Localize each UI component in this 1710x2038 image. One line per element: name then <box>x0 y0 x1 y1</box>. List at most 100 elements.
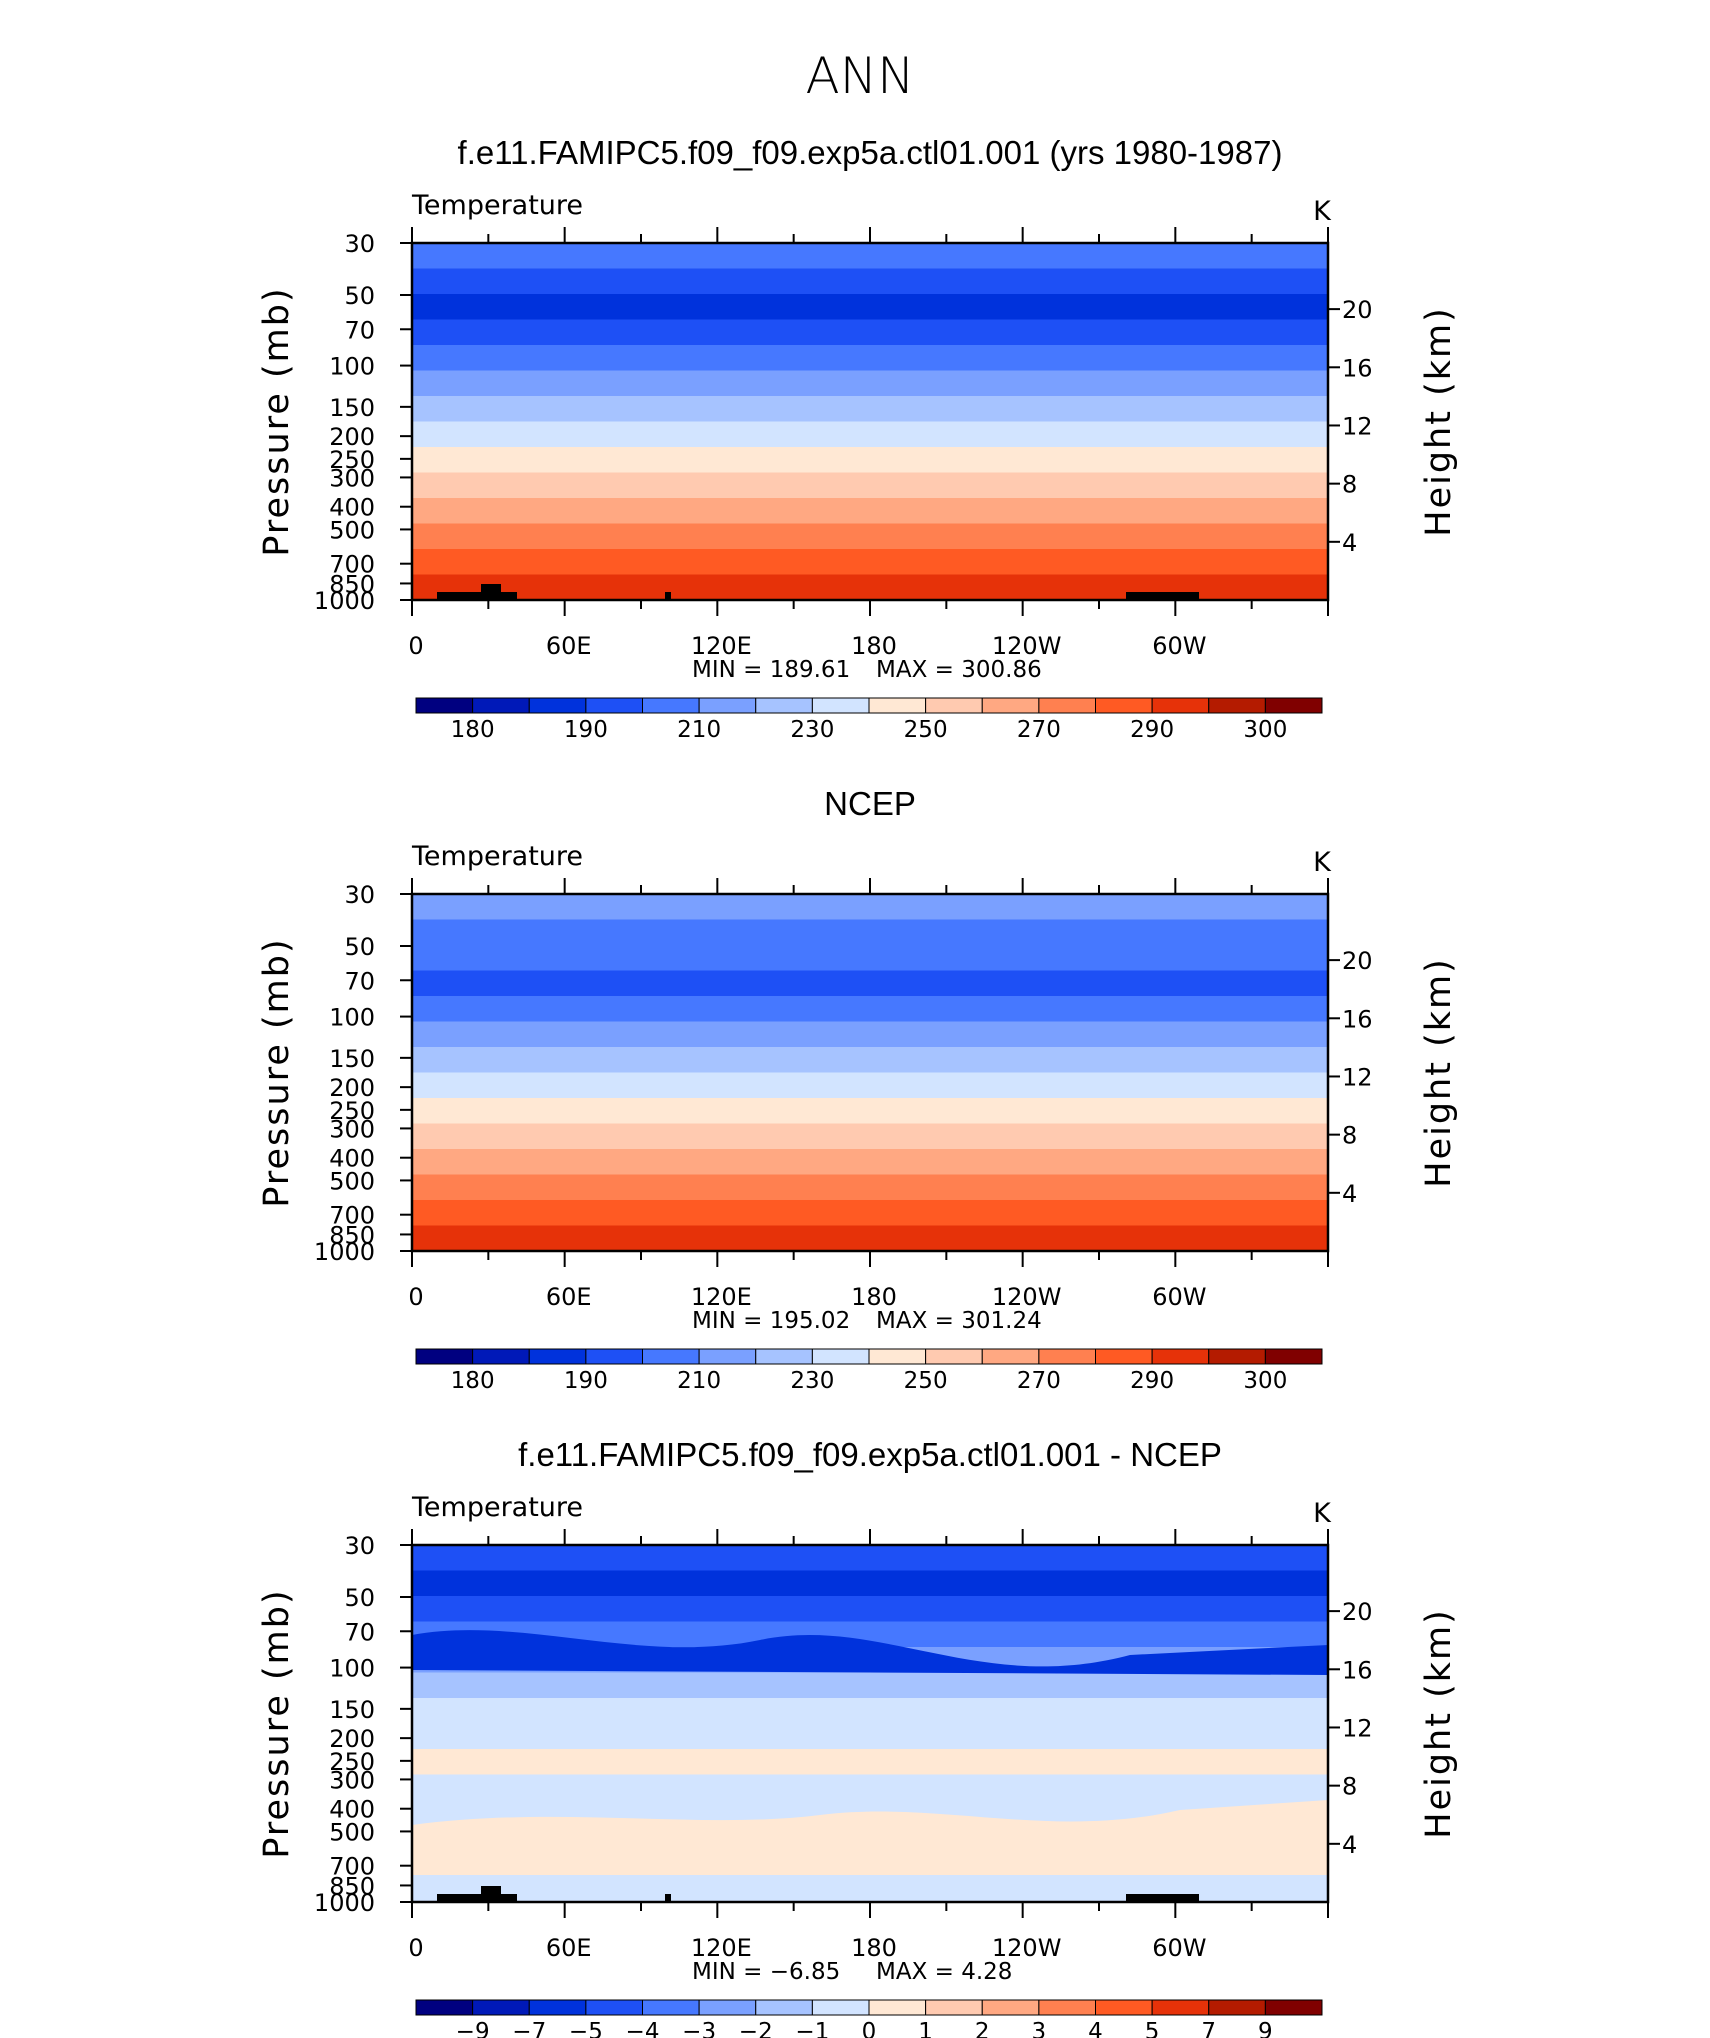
x-tick-label: 0 <box>408 1283 423 1311</box>
terrain-block <box>1126 1894 1199 1902</box>
colorbar-box <box>1038 1999 1096 2016</box>
colorbar-box <box>811 1999 870 2016</box>
y-tick-label: 700 <box>329 1202 375 1230</box>
y-tick-label: 500 <box>329 516 375 544</box>
y-tick-label: 300 <box>329 1766 375 1794</box>
contour-band <box>412 1630 1328 1675</box>
colorbar-label: 7 <box>1201 2019 1216 2038</box>
colorbar-label: 230 <box>790 1368 834 1394</box>
colorbar-box <box>642 1348 700 1365</box>
y-tick-label: 100 <box>329 353 375 381</box>
y-tick-label: 150 <box>329 394 375 422</box>
x-tick-label: 120W <box>992 632 1062 660</box>
y2-tick-label: 8 <box>1342 471 1357 499</box>
x-tick-label: 180 <box>851 632 897 660</box>
terrain-mask <box>437 1886 1199 1902</box>
panel-1: f.e11.FAMIPC5.f09_f09.exp5a.ctl01.001 (y… <box>257 134 1459 743</box>
colorbar-box <box>1095 697 1153 714</box>
y-tick-label: 70 <box>344 967 375 995</box>
max-label: MAX = 301.24 <box>876 1308 1042 1334</box>
colorbar-box <box>585 1348 643 1365</box>
y-axis-label: Pressure (mb) <box>257 1588 297 1858</box>
contour-fill <box>412 243 1328 601</box>
y2-tick-label: 12 <box>1342 412 1373 440</box>
variable-label: Temperature <box>411 190 583 221</box>
contour-band <box>412 1021 1328 1048</box>
colorbar-box <box>925 1348 983 1365</box>
colorbar-label: 190 <box>564 717 608 743</box>
colorbar-box <box>868 697 927 714</box>
colorbar-label: −7 <box>512 2019 546 2038</box>
colorbar-box <box>528 1999 587 2016</box>
colorbar-box <box>698 1999 757 2016</box>
colorbar-box <box>1151 1999 1210 2016</box>
colorbar-box <box>1151 1348 1210 1365</box>
y2-tick-label: 8 <box>1342 1773 1357 1801</box>
y-tick-label: 70 <box>344 316 375 344</box>
y-tick-label: 850 <box>329 1872 375 1900</box>
y-tick-label: 700 <box>329 551 375 579</box>
x-tick-label: 60W <box>1152 1283 1206 1311</box>
contour-band <box>412 523 1328 550</box>
y-tick-label: 50 <box>344 933 375 961</box>
x-tick-label: 120E <box>691 1934 752 1962</box>
panel-title: NCEP <box>824 785 916 822</box>
y-tick-label: 30 <box>344 881 375 909</box>
y-tick-label: 300 <box>329 464 375 492</box>
colorbar-box <box>755 1348 813 1365</box>
y-tick-label: 30 <box>344 230 375 258</box>
y-tick-label: 250 <box>329 1748 375 1776</box>
panel-3: f.e11.FAMIPC5.f09_f09.exp5a.ctl01.001 - … <box>257 1436 1459 2038</box>
y-tick-label: 100 <box>329 1655 375 1683</box>
y2-tick-label: 16 <box>1342 1656 1373 1684</box>
contour-band <box>412 1149 1328 1176</box>
colorbar-box <box>585 1999 643 2016</box>
colorbar-label: 270 <box>1017 717 1061 743</box>
colorbar-label: −5 <box>569 2019 603 2038</box>
colorbar-label: −3 <box>682 2019 716 2038</box>
y-axis-label: Pressure (mb) <box>257 937 297 1207</box>
figure-title: ANN <box>805 47 914 105</box>
contour-band <box>412 1047 1328 1074</box>
contour-band <box>412 549 1328 576</box>
y-tick-label: 30 <box>344 1532 375 1560</box>
y-tick-label: 700 <box>329 1853 375 1881</box>
colorbar-box <box>981 697 1040 714</box>
y2-tick-label: 4 <box>1342 1180 1357 1208</box>
contour-fill <box>412 1545 1328 1903</box>
colorbar-box <box>415 1348 474 1365</box>
y2-tick-label: 12 <box>1342 1714 1373 1742</box>
colorbar-box <box>1208 1348 1266 1365</box>
colorbar-box <box>528 697 587 714</box>
terrain-block <box>481 584 501 600</box>
contour-band <box>412 1596 1328 1623</box>
colorbar-label: 1 <box>918 2019 933 2038</box>
colorbar-box <box>925 697 983 714</box>
colorbar-box <box>415 1999 474 2016</box>
colorbar-box <box>1095 1348 1153 1365</box>
contour-band <box>412 472 1328 499</box>
contour-band <box>412 1200 1328 1227</box>
contour-band <box>412 1098 1328 1125</box>
colorbar-box <box>472 1999 530 2016</box>
contour-band <box>412 447 1328 474</box>
colorbar-label: −1 <box>795 2019 829 2038</box>
y2-tick-label: 16 <box>1342 1005 1373 1033</box>
colorbar-box <box>642 1999 700 2016</box>
terrain-block <box>665 592 671 600</box>
units-label: K <box>1313 196 1332 227</box>
colorbar-box <box>811 1348 870 1365</box>
colorbar-box <box>585 697 643 714</box>
colorbar-label: −2 <box>739 2019 773 2038</box>
panel-title: f.e11.FAMIPC5.f09_f09.exp5a.ctl01.001 - … <box>518 1436 1222 1473</box>
y-tick-label: 100 <box>329 1004 375 1032</box>
y-tick-label: 1000 <box>314 1238 375 1266</box>
colorbar-label: 3 <box>1032 2019 1047 2038</box>
panel-title: f.e11.FAMIPC5.f09_f09.exp5a.ctl01.001 (y… <box>458 134 1283 171</box>
contour-band <box>412 1123 1328 1150</box>
contour-band <box>412 1225 1328 1252</box>
y2-tick-label: 20 <box>1342 1598 1373 1626</box>
x-tick-label: 60W <box>1152 632 1206 660</box>
colorbar-label: 300 <box>1243 1368 1287 1394</box>
y2-axis-label: Height (km) <box>1419 1608 1459 1839</box>
